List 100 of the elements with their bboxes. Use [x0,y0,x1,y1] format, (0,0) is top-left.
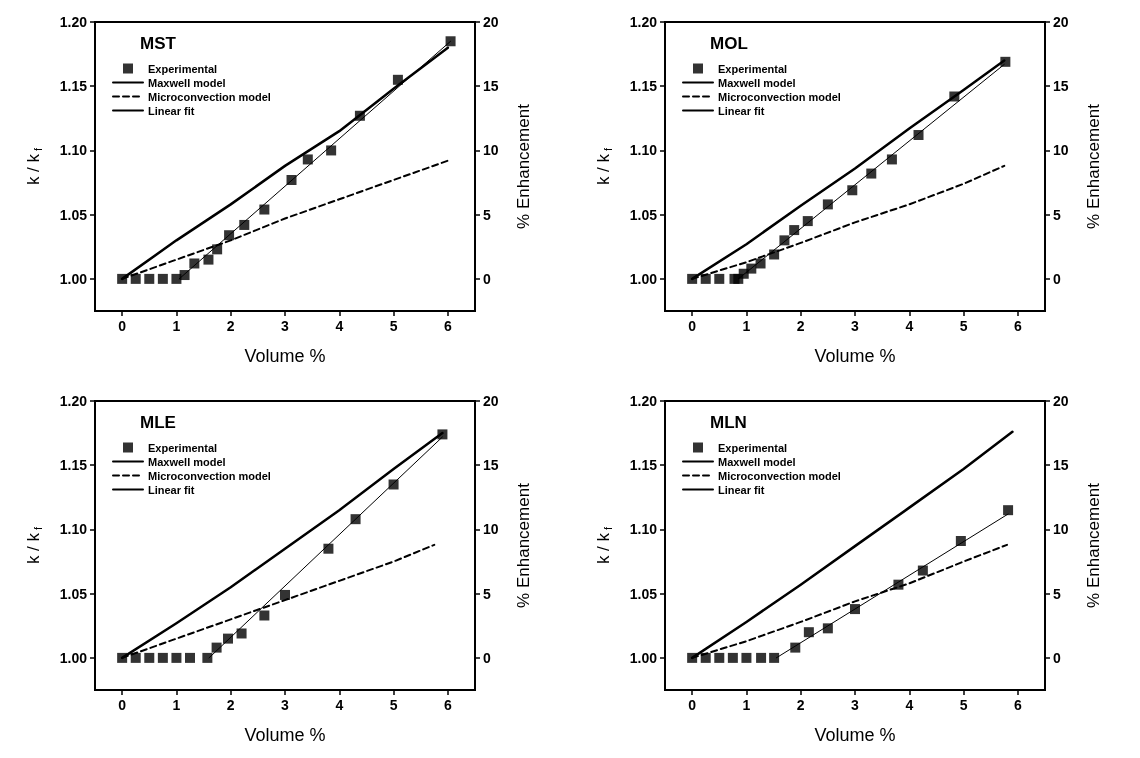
x-tick-label: 3 [851,697,860,713]
y-tick-label: 1.20 [629,393,658,409]
y-axis-title: k / kf [24,146,44,186]
x-tick-label: 6 [443,318,452,334]
x-tick-label: 0 [118,697,127,713]
y2-tick-label: 0 [1053,649,1061,666]
y-tick-label: 1.20 [59,393,88,409]
y2-tick-label: 0 [483,649,491,666]
text: MST [140,34,177,53]
legend-label: Maxwell model [718,455,796,468]
x-axis-title: Volume % [244,725,326,745]
y2-axis-title: % Enhancement [514,482,533,608]
x-tick-label: 5 [959,318,968,334]
y2-tick-label: 5 [1053,585,1061,602]
y2-axis-title: % Enhancement [1084,482,1103,608]
x-tick-label: 5 [389,318,398,334]
x-tick-label: 0 [688,318,697,334]
y2-tick-label: 5 [483,206,491,223]
y2-tick-label: 10 [483,142,499,159]
y2-tick-label: 10 [483,521,499,538]
y2-axis-title: % Enhancement [514,103,533,229]
y-tick-label: 1.05 [59,206,88,223]
legend-label: Experimental [148,62,218,75]
y-tick-label: 1.10 [629,521,658,538]
x-tick-label: 1 [172,318,181,334]
x-tick-label: 2 [796,318,805,334]
x-tick-label: 0 [688,697,697,713]
x-tick-label: 6 [1013,318,1022,334]
legend-label: Microconvection model [148,469,271,482]
text: MLE [140,413,176,432]
y2-tick-label: 15 [483,78,499,95]
legend-label: Microconvection model [718,90,841,103]
x-tick-label: 4 [335,318,344,334]
x-tick-label: 2 [796,697,805,713]
y2-tick-label: 20 [1053,393,1069,409]
text: MOL [710,34,748,53]
y2-tick-label: 10 [1053,521,1069,538]
y-tick-label: 1.00 [629,649,658,666]
y2-tick-label: 15 [483,457,499,474]
y-tick-label: 1.00 [629,270,658,287]
x-tick-label: 2 [226,697,235,713]
y-tick-label: 1.10 [59,521,88,538]
y-tick-label: 1.10 [59,142,88,159]
legend-label: Experimental [148,441,218,454]
x-axis-title: Volume % [814,725,896,745]
y2-tick-label: 15 [1053,78,1069,95]
y-tick-label: 1.00 [59,270,88,287]
x-tick-label: 4 [905,697,914,713]
legend-label: Experimental [718,62,788,75]
x-tick-label: 1 [742,318,751,334]
legend-label: Microconvection model [148,90,271,103]
y-tick-label: 1.20 [629,14,658,30]
y-tick-label: 1.20 [59,14,88,30]
y-tick-label: 1.15 [629,78,658,95]
x-tick-label: 3 [851,318,860,334]
y-tick-label: 1.05 [629,585,658,602]
y-tick-label: 1.00 [59,649,88,666]
text: MLN [710,413,747,432]
legend-label: Maxwell model [148,455,226,468]
legend-label: Linear fit [148,104,195,117]
x-axis-title: Volume % [244,346,326,366]
x-axis-title: Volume % [814,346,896,366]
x-tick-label: 5 [389,697,398,713]
y-tick-label: 1.15 [59,457,88,474]
y2-tick-label: 5 [483,585,491,602]
x-tick-label: 3 [281,697,290,713]
y2-tick-label: 20 [483,393,499,409]
x-tick-label: 1 [742,697,751,713]
y-tick-label: 1.15 [59,78,88,95]
y-tick-label: 1.05 [629,206,658,223]
legend-label: Linear fit [718,104,765,117]
y2-tick-label: 10 [1053,142,1069,159]
y-tick-label: 1.15 [629,457,658,474]
y-axis-title: k / kf [594,525,614,565]
y2-tick-label: 20 [1053,14,1069,30]
x-tick-label: 5 [959,697,968,713]
legend-label: Experimental [718,441,788,454]
y2-tick-label: 15 [1053,457,1069,474]
x-tick-label: 2 [226,318,235,334]
x-tick-label: 4 [905,318,914,334]
x-tick-label: 6 [443,697,452,713]
x-tick-label: 1 [172,697,181,713]
y2-tick-label: 20 [483,14,499,30]
x-tick-label: 0 [118,318,127,334]
y2-axis-title: % Enhancement [1084,103,1103,229]
legend-label: Microconvection model [718,469,841,482]
x-tick-label: 3 [281,318,290,334]
y-tick-label: 1.10 [629,142,658,159]
y-tick-label: 1.05 [59,585,88,602]
legend-label: Linear fit [148,483,195,496]
legend-label: Maxwell model [148,76,226,89]
x-tick-label: 6 [1013,697,1022,713]
y2-tick-label: 0 [1053,270,1061,287]
legend-label: Linear fit [718,483,765,496]
y-axis-title: k / kf [594,146,614,186]
legend-label: Maxwell model [718,76,796,89]
x-tick-label: 4 [335,697,344,713]
y-axis-title: k / kf [24,525,44,565]
y2-tick-label: 5 [1053,206,1061,223]
y2-tick-label: 0 [483,270,491,287]
